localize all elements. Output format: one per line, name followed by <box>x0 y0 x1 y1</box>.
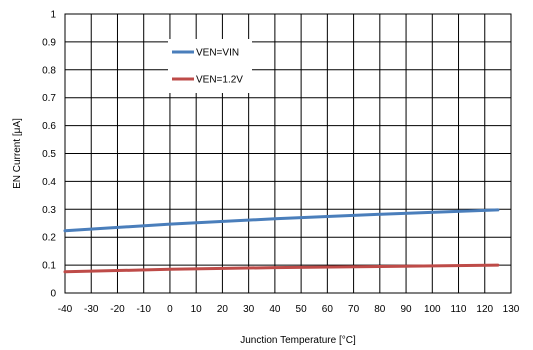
y-tick-label: 0.1 <box>42 261 56 272</box>
y-tick-label: 0.5 <box>42 149 56 160</box>
series-line-2 <box>63 263 500 274</box>
y-tick-label: 0 <box>50 289 56 300</box>
y-tick-label: 0.2 <box>42 233 56 244</box>
y-axis-ticks: 0 0.1 0.2 0.3 0.4 0.5 0.6 0.7 0.8 0.9 1 <box>42 10 56 300</box>
x-axis-title: Junction Temperature [°C] <box>240 335 356 346</box>
x-tick-label: 120 <box>476 304 493 315</box>
x-axis-ticks: -40 -30 -20 -10 0 10 20 30 40 50 60 70 80 90 100 110 120… <box>58 304 520 315</box>
x-tick-label: 60 <box>322 304 334 315</box>
series-lines <box>63 208 500 274</box>
y-tick-label: 0.9 <box>42 37 56 48</box>
x-tick-label: -40 <box>58 304 73 315</box>
x-tick-label: 100 <box>424 304 441 315</box>
x-tick-label: 70 <box>348 304 360 315</box>
x-tick-label: 90 <box>400 304 412 315</box>
series-line-1 <box>63 208 500 233</box>
x-tick-label: 110 <box>451 304 467 315</box>
x-tick-label: -20 <box>110 304 125 315</box>
y-tick-label: 0.8 <box>42 65 56 76</box>
plot-frame <box>64 13 512 294</box>
legend: VEN=VIN VEN=1.2V <box>168 39 252 93</box>
x-tick-label: 40 <box>269 304 281 315</box>
y-tick-label: 1 <box>50 10 56 21</box>
y-tick-label: 0.4 <box>42 177 56 188</box>
legend-label-1: VEN=VIN <box>196 48 239 59</box>
grid <box>64 13 512 294</box>
x-tick-label: -30 <box>84 304 99 315</box>
x-tick-label: 80 <box>374 304 386 315</box>
y-tick-label: 0.6 <box>42 121 56 132</box>
x-tick-label: 0 <box>167 304 173 315</box>
y-tick-label: 0.3 <box>42 205 56 216</box>
x-tick-label: -10 <box>136 304 151 315</box>
x-tick-label: 30 <box>243 304 255 315</box>
x-tick-label: 10 <box>191 304 203 315</box>
legend-box <box>168 39 252 93</box>
x-tick-label: 50 <box>296 304 308 315</box>
y-tick-label: 0.7 <box>42 93 56 104</box>
x-tick-label: 20 <box>217 304 229 315</box>
y-axis-title: EN Current [μA] <box>12 118 23 189</box>
legend-label-2: VEN=1.2V <box>196 75 243 86</box>
x-tick-label: 130 <box>503 304 520 315</box>
